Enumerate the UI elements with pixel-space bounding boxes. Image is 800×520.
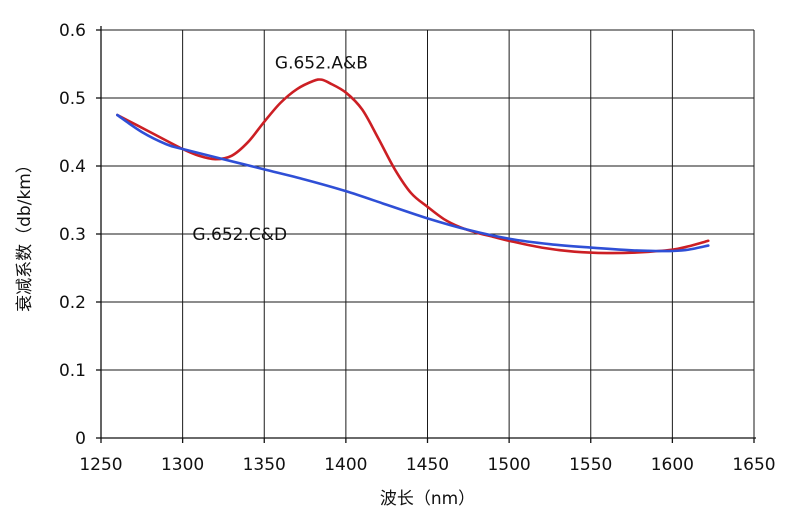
x-axis-title: 波长（nm） [380, 489, 475, 509]
y-tick-label: 0.1 [59, 361, 86, 381]
x-tick-label: 1350 [243, 455, 286, 475]
x-tick-label: 1300 [161, 455, 204, 475]
grid [101, 29, 755, 438]
series-annotation: G.652.C&D [192, 225, 287, 245]
x-tick-label: 1550 [569, 455, 612, 475]
y-tick-labels: 0 0.1 0.2 0.3 0.4 0.5 0.6 [59, 21, 86, 449]
axes [96, 26, 756, 443]
x-tick-label: 1250 [79, 455, 122, 475]
x-tick-label: 1600 [651, 455, 694, 475]
series-layer [116, 78, 710, 255]
y-tick-label: 0.4 [59, 157, 86, 177]
y-axis-title: 衰减系数（db/km） [15, 156, 35, 312]
x-tick-label: 1450 [406, 455, 449, 475]
x-tick-label: 1650 [732, 455, 775, 475]
x-tick-label: 1400 [324, 455, 367, 475]
x-tick-labels: 1250 1300 1350 1400 1450 1500 1550 1600 1650 [79, 455, 775, 475]
series-line-g-652-c-d [116, 113, 710, 253]
series-annotation: G.652.A&B [275, 54, 368, 74]
y-tick-label: 0 [75, 429, 86, 449]
annotations: G.652.A&B G.652.C&D [192, 54, 367, 245]
series-line-g-652-a-b [116, 78, 710, 255]
y-tick-label: 0.2 [59, 293, 86, 313]
y-tick-label: 0.3 [59, 225, 86, 245]
y-tick-label: 0.6 [59, 21, 86, 41]
y-tick-label: 0.5 [59, 89, 86, 109]
x-tick-label: 1500 [487, 455, 530, 475]
